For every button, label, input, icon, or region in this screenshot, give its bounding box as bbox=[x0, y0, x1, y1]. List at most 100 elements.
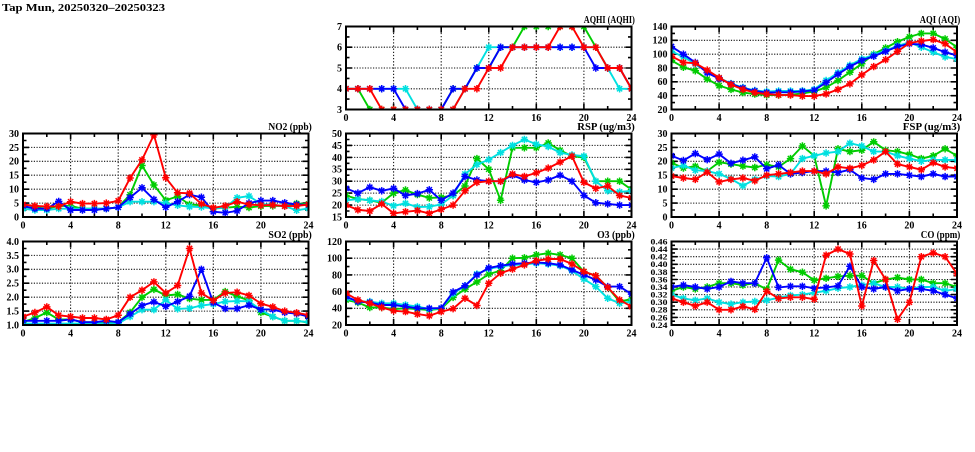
svg-text:0: 0 bbox=[344, 113, 349, 124]
svg-text:0.36: 0.36 bbox=[651, 274, 668, 284]
svg-text:4: 4 bbox=[68, 329, 73, 340]
svg-text:40: 40 bbox=[332, 304, 342, 315]
svg-text:45: 45 bbox=[332, 141, 342, 152]
svg-text:24: 24 bbox=[952, 329, 962, 340]
svg-text:100: 100 bbox=[653, 50, 668, 61]
svg-text:8: 8 bbox=[116, 329, 121, 340]
svg-text:15: 15 bbox=[9, 171, 19, 182]
svg-text:1.0: 1.0 bbox=[7, 320, 20, 331]
svg-text:0: 0 bbox=[21, 221, 26, 232]
svg-text:4: 4 bbox=[391, 329, 396, 340]
svg-text:25: 25 bbox=[332, 189, 342, 200]
svg-text:NO2 (ppb): NO2 (ppb) bbox=[268, 122, 311, 133]
svg-text:3.5: 3.5 bbox=[7, 251, 20, 262]
svg-text:SO2 (ppb): SO2 (ppb) bbox=[268, 230, 311, 241]
svg-text:12: 12 bbox=[809, 221, 819, 232]
svg-text:5: 5 bbox=[337, 63, 342, 74]
svg-text:5: 5 bbox=[14, 199, 19, 210]
svg-text:24: 24 bbox=[952, 221, 962, 232]
svg-text:80: 80 bbox=[658, 63, 668, 74]
svg-text:20: 20 bbox=[332, 201, 342, 212]
svg-text:24: 24 bbox=[952, 113, 962, 124]
svg-text:4: 4 bbox=[391, 221, 396, 232]
svg-text:100: 100 bbox=[327, 254, 342, 265]
svg-text:40: 40 bbox=[332, 153, 342, 164]
svg-text:20: 20 bbox=[904, 113, 914, 124]
svg-text:0.42: 0.42 bbox=[651, 252, 668, 262]
svg-text:12: 12 bbox=[809, 329, 819, 340]
svg-text:10: 10 bbox=[9, 185, 19, 196]
svg-text:25: 25 bbox=[658, 143, 668, 154]
svg-text:8: 8 bbox=[764, 113, 769, 124]
svg-text:12: 12 bbox=[161, 221, 171, 232]
svg-text:AQHI (AQHI): AQHI (AQHI) bbox=[584, 15, 635, 26]
svg-text:0.32: 0.32 bbox=[651, 290, 668, 300]
svg-text:15: 15 bbox=[658, 171, 668, 182]
svg-text:2.5: 2.5 bbox=[7, 279, 20, 290]
svg-text:8: 8 bbox=[439, 113, 444, 124]
svg-text:0.34: 0.34 bbox=[651, 282, 669, 292]
svg-text:4: 4 bbox=[717, 221, 722, 232]
svg-text:15: 15 bbox=[332, 212, 342, 223]
svg-text:30: 30 bbox=[658, 129, 668, 140]
svg-text:16: 16 bbox=[531, 221, 541, 232]
svg-text:16: 16 bbox=[531, 329, 541, 340]
svg-text:140: 140 bbox=[653, 22, 668, 33]
svg-text:20: 20 bbox=[658, 157, 668, 168]
svg-text:20: 20 bbox=[658, 105, 668, 116]
svg-text:0: 0 bbox=[344, 329, 349, 340]
svg-text:5: 5 bbox=[663, 199, 668, 210]
svg-text:12: 12 bbox=[484, 113, 494, 124]
svg-text:40: 40 bbox=[658, 91, 668, 102]
svg-text:20: 20 bbox=[904, 329, 914, 340]
svg-text:4: 4 bbox=[68, 221, 73, 232]
svg-text:12: 12 bbox=[809, 113, 819, 124]
svg-text:4: 4 bbox=[717, 113, 722, 124]
svg-text:20: 20 bbox=[579, 113, 589, 124]
svg-text:2.0: 2.0 bbox=[7, 293, 20, 304]
svg-text:0: 0 bbox=[344, 221, 349, 232]
svg-text:4: 4 bbox=[337, 84, 342, 95]
svg-text:0: 0 bbox=[21, 329, 26, 340]
svg-text:20: 20 bbox=[256, 329, 266, 340]
svg-text:30: 30 bbox=[9, 129, 19, 140]
svg-text:35: 35 bbox=[332, 165, 342, 176]
svg-text:80: 80 bbox=[332, 270, 342, 281]
svg-text:3: 3 bbox=[337, 105, 342, 116]
svg-text:6: 6 bbox=[337, 43, 342, 54]
svg-text:8: 8 bbox=[116, 221, 121, 232]
svg-text:25: 25 bbox=[9, 143, 19, 154]
svg-text:8: 8 bbox=[764, 329, 769, 340]
svg-text:0: 0 bbox=[669, 113, 674, 124]
svg-text:20: 20 bbox=[579, 221, 589, 232]
svg-text:24: 24 bbox=[627, 221, 637, 232]
svg-text:20: 20 bbox=[579, 329, 589, 340]
svg-text:8: 8 bbox=[764, 221, 769, 232]
svg-text:10: 10 bbox=[658, 185, 668, 196]
svg-text:4.0: 4.0 bbox=[7, 237, 20, 248]
svg-text:0: 0 bbox=[669, 329, 674, 340]
svg-text:16: 16 bbox=[857, 221, 867, 232]
svg-text:CO (ppm): CO (ppm) bbox=[921, 230, 961, 241]
svg-text:FSP (ug/m3): FSP (ug/m3) bbox=[903, 122, 961, 133]
svg-text:0.46: 0.46 bbox=[651, 236, 668, 246]
svg-text:30: 30 bbox=[332, 177, 342, 188]
svg-text:20: 20 bbox=[332, 320, 342, 331]
svg-text:120: 120 bbox=[653, 36, 668, 47]
svg-text:0.24: 0.24 bbox=[651, 320, 669, 330]
svg-text:60: 60 bbox=[332, 287, 342, 298]
svg-text:7: 7 bbox=[337, 22, 342, 33]
svg-text:3.0: 3.0 bbox=[7, 265, 20, 276]
svg-text:AQI (AQI): AQI (AQI) bbox=[920, 15, 961, 26]
svg-text:0.44: 0.44 bbox=[651, 244, 669, 254]
svg-text:16: 16 bbox=[531, 113, 541, 124]
svg-text:24: 24 bbox=[304, 329, 314, 340]
svg-text:1.5: 1.5 bbox=[7, 307, 20, 318]
svg-text:120: 120 bbox=[327, 237, 342, 248]
svg-text:50: 50 bbox=[332, 129, 342, 140]
svg-text:0.26: 0.26 bbox=[651, 312, 668, 322]
svg-text:16: 16 bbox=[208, 329, 218, 340]
svg-text:8: 8 bbox=[439, 329, 444, 340]
svg-text:24: 24 bbox=[304, 221, 314, 232]
svg-text:0: 0 bbox=[663, 212, 668, 223]
